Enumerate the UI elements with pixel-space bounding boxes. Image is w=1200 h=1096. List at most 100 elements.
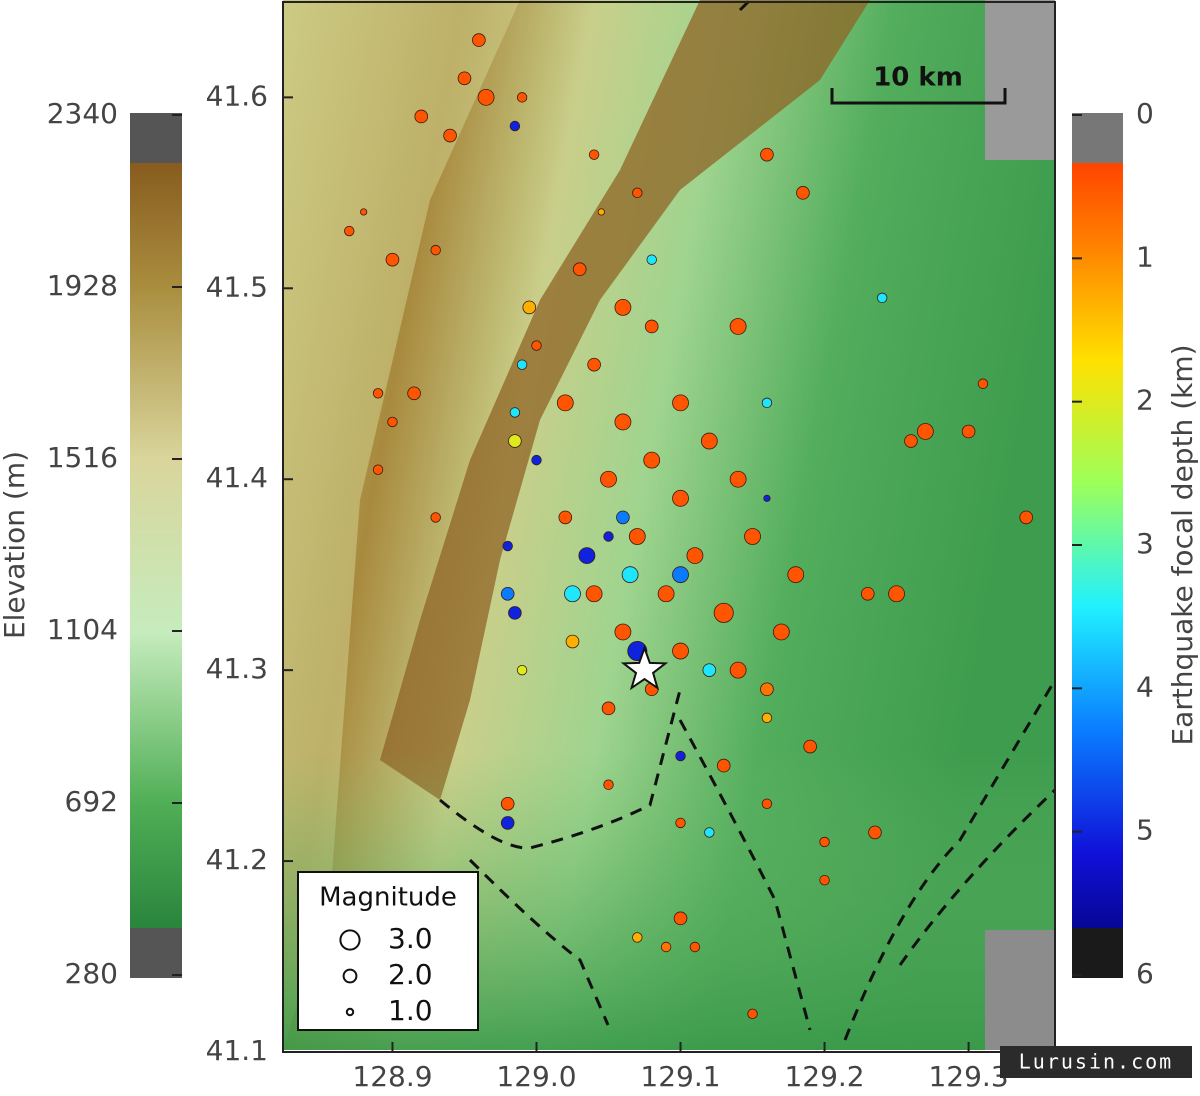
- colorbar-cap: [1072, 113, 1123, 163]
- earthquake: [360, 208, 368, 216]
- earthquake: [603, 779, 614, 790]
- earthquake: [508, 434, 522, 448]
- earthquake: [585, 585, 603, 603]
- earthquake: [643, 451, 661, 469]
- earthquake: [772, 623, 790, 641]
- earthquake: [657, 585, 675, 603]
- plateau: [283, 0, 520, 1050]
- earthquake: [614, 623, 632, 641]
- y-tick-label: 41.4: [206, 461, 268, 494]
- y-tick-label: 41.6: [206, 79, 268, 112]
- earthquake: [502, 540, 513, 552]
- legend-marker: [339, 929, 361, 951]
- earthquake: [457, 71, 472, 86]
- y-tick-label: 41.3: [206, 652, 268, 685]
- earthquake: [531, 454, 542, 466]
- earthquake: [868, 825, 882, 840]
- earthquake: [729, 318, 747, 335]
- earthquake: [644, 319, 659, 334]
- earthquake: [860, 586, 875, 601]
- earthquake: [614, 298, 632, 316]
- earthquake: [675, 817, 686, 829]
- y-tick-label: 41.2: [206, 843, 268, 876]
- elevation-label: Elevation (m): [0, 451, 31, 639]
- earthquake: [1019, 510, 1033, 525]
- earthquake: [977, 378, 989, 389]
- elevation-colorbar: [130, 113, 182, 978]
- earthquake: [621, 566, 639, 584]
- earthquake: [819, 874, 830, 886]
- earthquake: [632, 932, 643, 943]
- earthquake: [763, 494, 771, 502]
- colorbar-tick-label: 4: [1136, 670, 1154, 703]
- earthquake: [430, 512, 441, 523]
- x-tick-label: 129.0: [496, 1060, 576, 1092]
- legend-label: 1.0: [388, 994, 433, 1027]
- earthquake: [443, 128, 457, 143]
- earthquake: [632, 187, 643, 199]
- x-tick-label: 128.9: [352, 1060, 432, 1092]
- watermark: Lurusin.com: [1019, 1050, 1173, 1074]
- earthquake: [516, 664, 528, 676]
- scale-bar: 10 km: [830, 63, 1007, 105]
- earthquake: [572, 262, 587, 277]
- earthquake: [603, 531, 614, 542]
- earthquake: [558, 510, 573, 525]
- earthquake: [672, 642, 689, 660]
- earthquake: [472, 33, 486, 47]
- earthquake: [646, 254, 657, 265]
- no-data-corner: [985, 0, 1055, 160]
- earthquake: [787, 566, 805, 584]
- earthquake: [407, 386, 421, 401]
- y-tick-label: 41.5: [206, 270, 268, 303]
- earthquake: [531, 340, 542, 351]
- earthquake: [565, 634, 580, 649]
- earthquake: [760, 147, 774, 162]
- earthquake: [522, 300, 537, 315]
- axis-ticks: 128.9 129.0 129.1 129.2 129.3 41.1 41.2 41.3 41.…: [206, 79, 1009, 1093]
- earthquake: [508, 606, 522, 620]
- earthquake: [876, 292, 888, 304]
- earthquake: [500, 816, 515, 830]
- earthquake: [672, 489, 689, 507]
- earthquake: [372, 388, 384, 399]
- scale-bar-label: 10 km: [873, 63, 963, 93]
- earthquake: [916, 423, 934, 440]
- earthquake: [713, 602, 734, 623]
- earthquake: [803, 739, 817, 754]
- earthquake: [587, 357, 601, 372]
- earthquake: [700, 432, 718, 450]
- legend-label: 3.0: [388, 922, 433, 955]
- earthquake: [500, 586, 515, 601]
- earthquake: [516, 359, 528, 370]
- colorbar-tick-label: 1: [1136, 240, 1154, 273]
- earthquake: [761, 798, 773, 809]
- earthquake: [660, 941, 672, 953]
- colorbar-tick-label: 692: [65, 785, 118, 818]
- earthquake: [961, 424, 976, 439]
- earthquake: [387, 416, 398, 428]
- earthquake: [672, 566, 689, 584]
- earthquake: [675, 750, 686, 762]
- ridge: [380, 0, 870, 800]
- earthquake: [686, 547, 704, 564]
- earthquake: [729, 470, 747, 488]
- legend-marker: [345, 1007, 355, 1017]
- colorbar-tick-label: 3: [1136, 527, 1154, 560]
- colorbar-tick-label: 2: [1136, 384, 1154, 417]
- earthquake: [430, 244, 441, 256]
- mainshock: [620, 645, 669, 691]
- earthquake: [729, 661, 747, 679]
- earthquake: [672, 394, 689, 412]
- depth-label: Earthquake focal depth (km): [1166, 344, 1199, 745]
- earthquake: [588, 149, 600, 160]
- earthquake: [704, 827, 715, 838]
- colorbar-tick-label: 1104: [47, 613, 118, 646]
- earthquake: [509, 120, 521, 132]
- earthquake: [702, 663, 717, 677]
- colorbar-tick-label: 6: [1136, 957, 1154, 990]
- earthquake: [760, 682, 774, 697]
- x-tick-label: 129.1: [640, 1060, 720, 1092]
